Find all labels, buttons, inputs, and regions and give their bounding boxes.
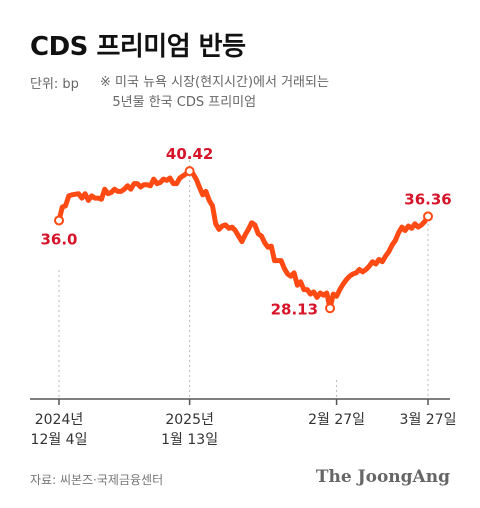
annotation-label: 40.42 — [166, 145, 213, 163]
annotation-marker — [184, 166, 195, 177]
annotation-label: 36.0 — [40, 230, 77, 248]
x-tick-label: 2월 27일 — [308, 412, 365, 428]
series-line — [56, 168, 431, 311]
publisher-logo: The JoongAng — [315, 467, 450, 487]
guide-lines — [58, 160, 429, 399]
source-note: 자료: 씨본즈·국제금융센터 — [30, 473, 164, 487]
annotation-markers: 36.0 40.42 28.13 36.36 — [40, 145, 451, 318]
x-tick-label: 12월 4일 — [31, 432, 88, 448]
annotation-marker — [423, 211, 433, 222]
page-title: CDS 프리미엄 반등 — [30, 32, 246, 62]
x-tick-marks — [58, 399, 429, 405]
annotation-marker — [54, 215, 64, 226]
x-tick-label: 3월 27일 — [400, 412, 457, 428]
annotation-label: 28.13 — [271, 300, 318, 318]
x-tick-labels: 2024년 12월 4일 2025년 1월 13일 2월 27일 3월 27일 — [31, 412, 457, 448]
x-tick-label: 1월 13일 — [161, 432, 218, 448]
annotation-marker — [325, 303, 336, 314]
chart-note: ※ 미국 뉴욕 시장(현지시간)에서 거래되는 5년물 한국 CDS 프리미엄 — [100, 75, 329, 110]
x-tick-label: 2024년 — [35, 412, 84, 428]
unit-label: 단위: bp — [30, 77, 79, 92]
x-tick-label: 2025년 — [165, 412, 214, 428]
annotation-label: 36.36 — [404, 190, 451, 208]
